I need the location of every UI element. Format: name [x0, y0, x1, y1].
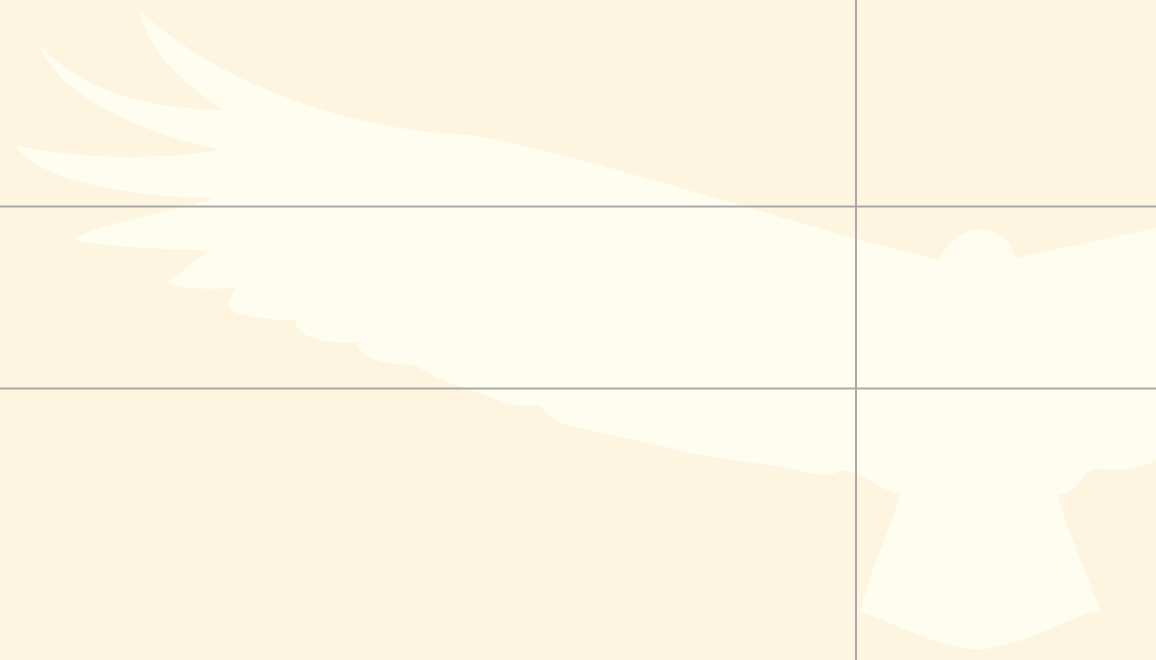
canvas [0, 0, 1156, 660]
page: {} html, body { margin: 0; padding: 0; w… [0, 0, 1156, 660]
page-body [0, 0, 1156, 660]
